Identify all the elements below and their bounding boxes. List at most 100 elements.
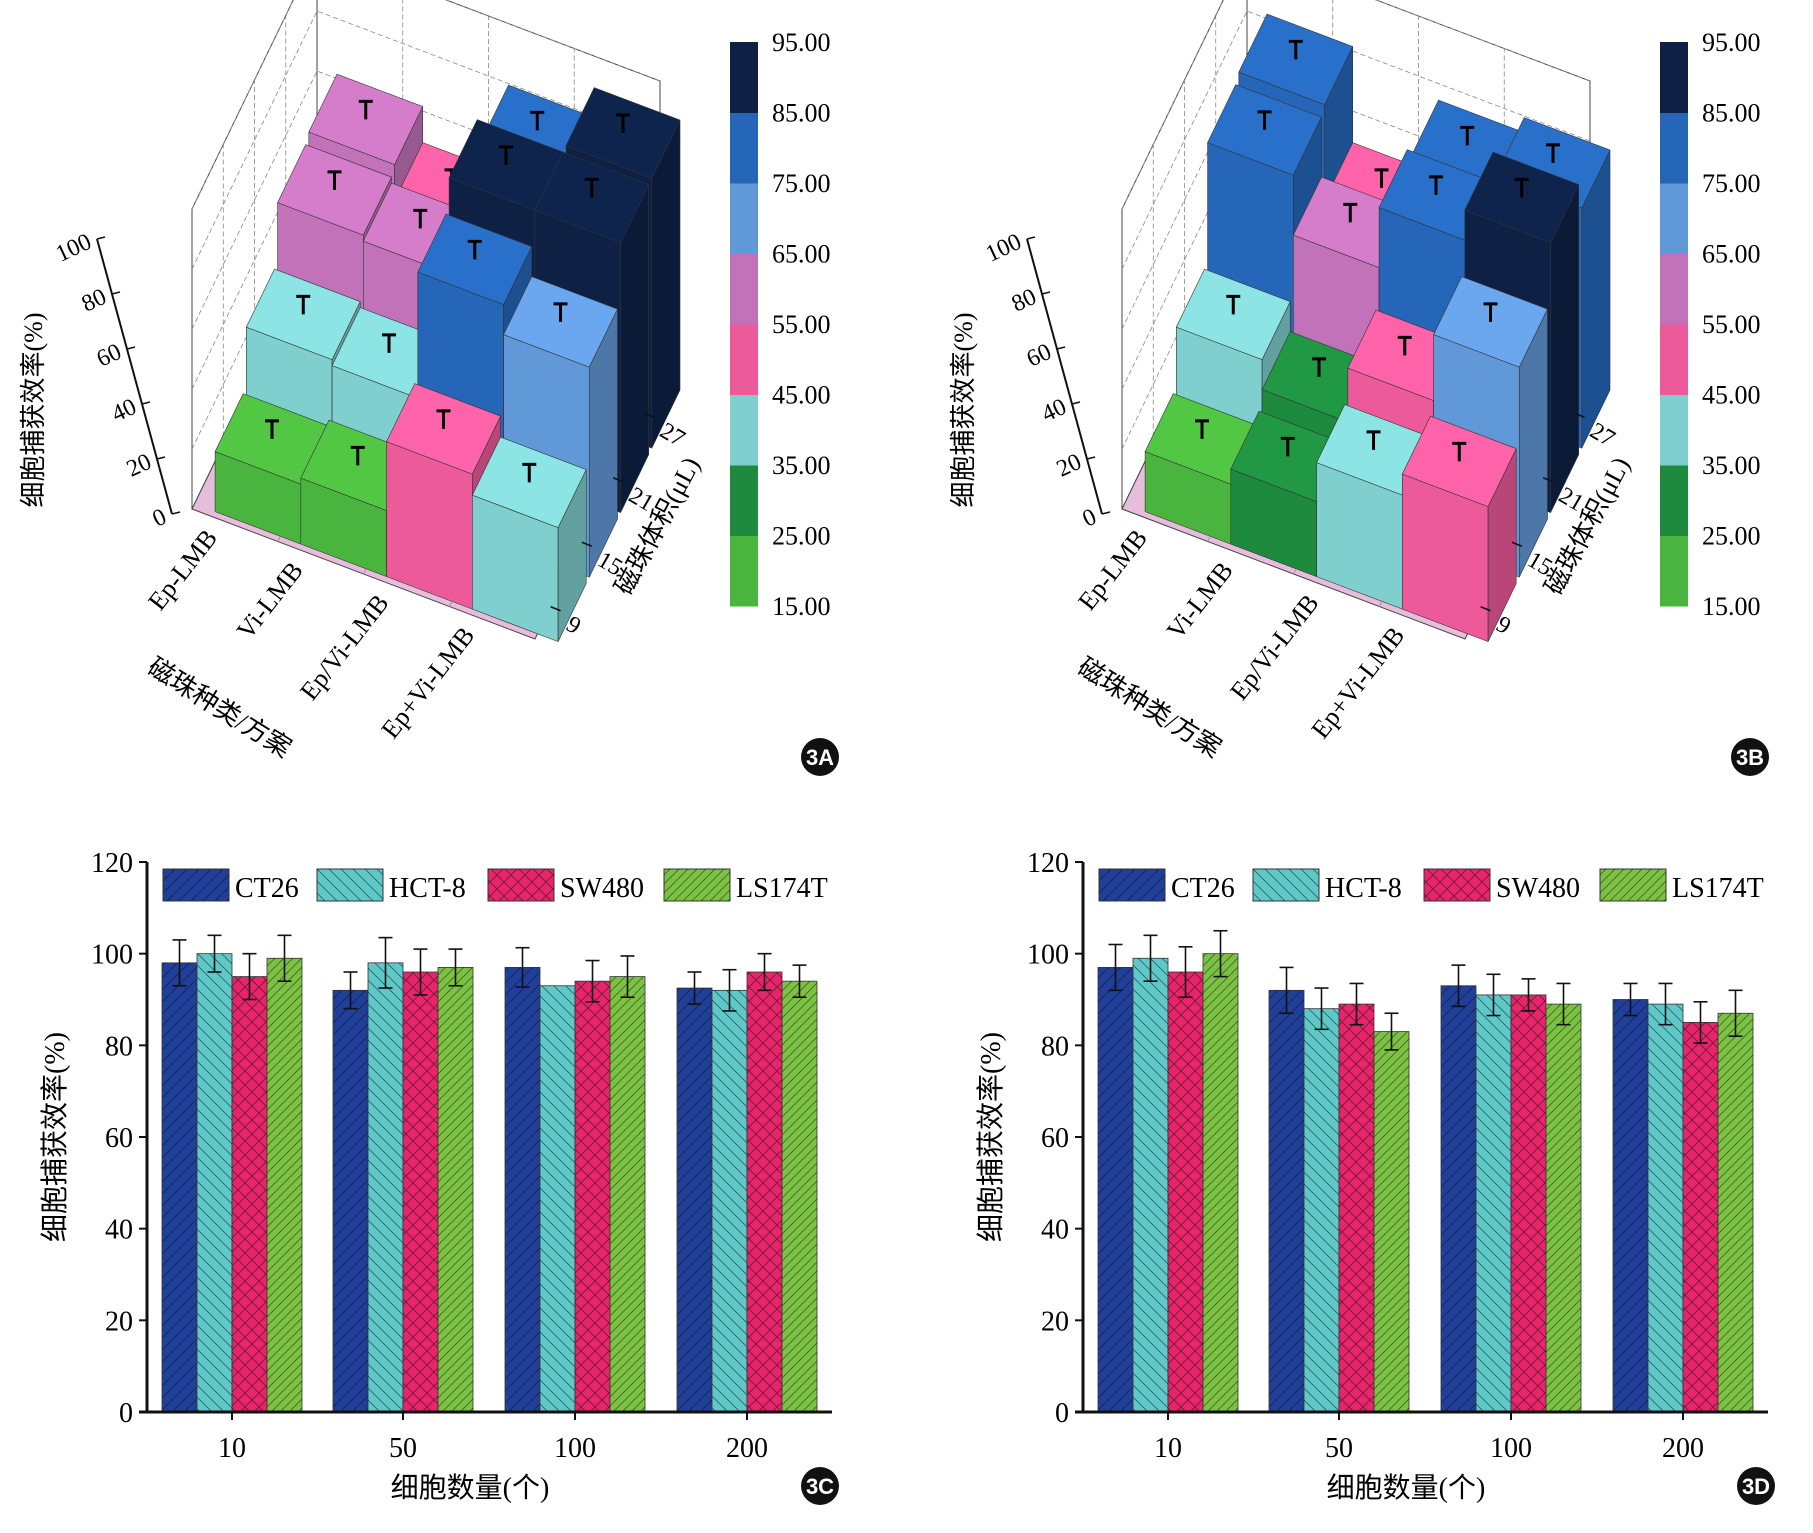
y-tick [1542,477,1554,483]
legend-label: HCT-8 [389,873,466,904]
x-category-label: Vi-LMB [231,556,309,644]
z-tick [111,291,121,295]
bar [1303,987,1340,1413]
bar [1338,982,1375,1413]
legend-item: HCT-8 [1252,868,1402,904]
z-tick [1041,291,1051,295]
bar [1202,929,1239,1413]
bar-3d [471,436,587,643]
bar [574,959,611,1413]
z-tick-label: 80 [1008,284,1041,318]
z-tick [126,346,136,350]
y-tick-label: 40 [1041,1215,1069,1246]
colorbar-label: 15.00 [772,592,831,621]
bar [1440,964,1477,1413]
bar [1097,943,1134,1413]
bar-hatch [1441,985,1476,1412]
z-axis-title: 细胞捕获效率(%) [19,313,48,508]
z-tick-label: 100 [52,229,96,268]
bar [1268,966,1305,1413]
z-axis-title: 细胞捕获效率(%) [949,313,978,508]
legend-label: LS174T [736,873,828,904]
z-tick [141,401,151,405]
y-axis-title: 细胞捕获效率(%) [975,1032,1007,1242]
legend-label: LS174T [1672,873,1764,904]
bar-hatch [610,976,645,1412]
z-tick [1056,346,1066,350]
z-tick-label: 80 [78,284,111,318]
bar [1717,989,1754,1413]
colorbar-label: 45.00 [772,381,831,410]
colorbar-swatch [1660,253,1688,325]
colorbar-swatch [730,394,758,466]
x-tick-label: 200 [726,1433,768,1464]
bar [196,934,233,1413]
y-tick-label: 80 [105,1031,133,1062]
bar [231,952,268,1413]
bar-hatch [1648,1004,1683,1412]
bar [746,952,783,1413]
bar-hatch [1511,994,1546,1412]
bar-hatch [1339,1004,1374,1412]
legend-item: HCT-8 [316,868,466,904]
panel-label-badge [801,738,839,776]
bar-hatch [747,972,782,1412]
gridline [191,0,661,210]
colorbar-swatch [730,324,758,395]
z-tick-label: 60 [93,339,126,373]
colorbar-label: 55.00 [772,310,831,339]
legend-swatch-hatch [1099,869,1165,901]
panel-label: 3C [806,1474,834,1499]
colorbar-label: 25.00 [772,522,831,551]
z-axis [1026,238,1103,515]
colorbar-swatch [1660,42,1688,113]
x-category-label: Ep/Vi-LMB [294,589,394,706]
panel-label-badge [1737,1467,1775,1505]
z-tick [1086,456,1096,460]
legend-label: CT26 [235,873,299,904]
y-tick [581,541,593,547]
colorbar-swatch [730,42,758,113]
colorbar: 15.00 25.00 35.00 45.00 55.00 65.00 75.00 85.00… [1660,28,1761,621]
y-tick-label: 40 [105,1215,133,1246]
colorbar-label: 75.00 [1702,169,1761,198]
colorbar-label: 25.00 [1702,522,1761,551]
gridline [1121,0,1591,210]
colorbar-label: 65.00 [772,240,831,269]
z-tick-label: 100 [982,229,1026,268]
panel-label-badge [801,1467,839,1505]
z-tick-label: 40 [1038,394,1071,428]
y-tick-label: 20 [1041,1306,1069,1337]
colorbar-label: 65.00 [1702,240,1761,269]
bar-hatch [1304,1008,1339,1412]
bar-hatch [712,990,747,1412]
y-tick-label: 120 [1027,848,1069,879]
bar [781,964,818,1413]
y-tick-label: 0 [1055,1398,1069,1429]
colorbar-swatch [1660,324,1688,395]
bar [1545,982,1582,1413]
z-tick [156,456,166,460]
colorbar-swatch [730,253,758,325]
bar [402,948,439,1413]
bar-hatch [197,953,232,1412]
x-tick-label: 50 [1325,1433,1353,1464]
bar [1475,973,1512,1413]
legend-swatch-hatch [1600,869,1666,901]
bar-hatch [1683,1022,1718,1412]
gridline [1121,10,1591,270]
bar [1682,1000,1719,1413]
z-tick-label: 20 [1053,449,1086,483]
colorbar-label: 35.00 [772,451,831,480]
x-category-label: Ep/Vi-LMB [1224,589,1324,706]
bar [1612,982,1649,1413]
bar-hatch [1203,953,1238,1412]
gridline [191,10,661,270]
bar [367,936,404,1413]
bar-3d [214,393,330,545]
x-tick-label: 50 [389,1433,417,1464]
y-tick [1574,412,1585,418]
bar-hatch [1613,999,1648,1412]
legend-swatch-hatch [1253,869,1319,901]
